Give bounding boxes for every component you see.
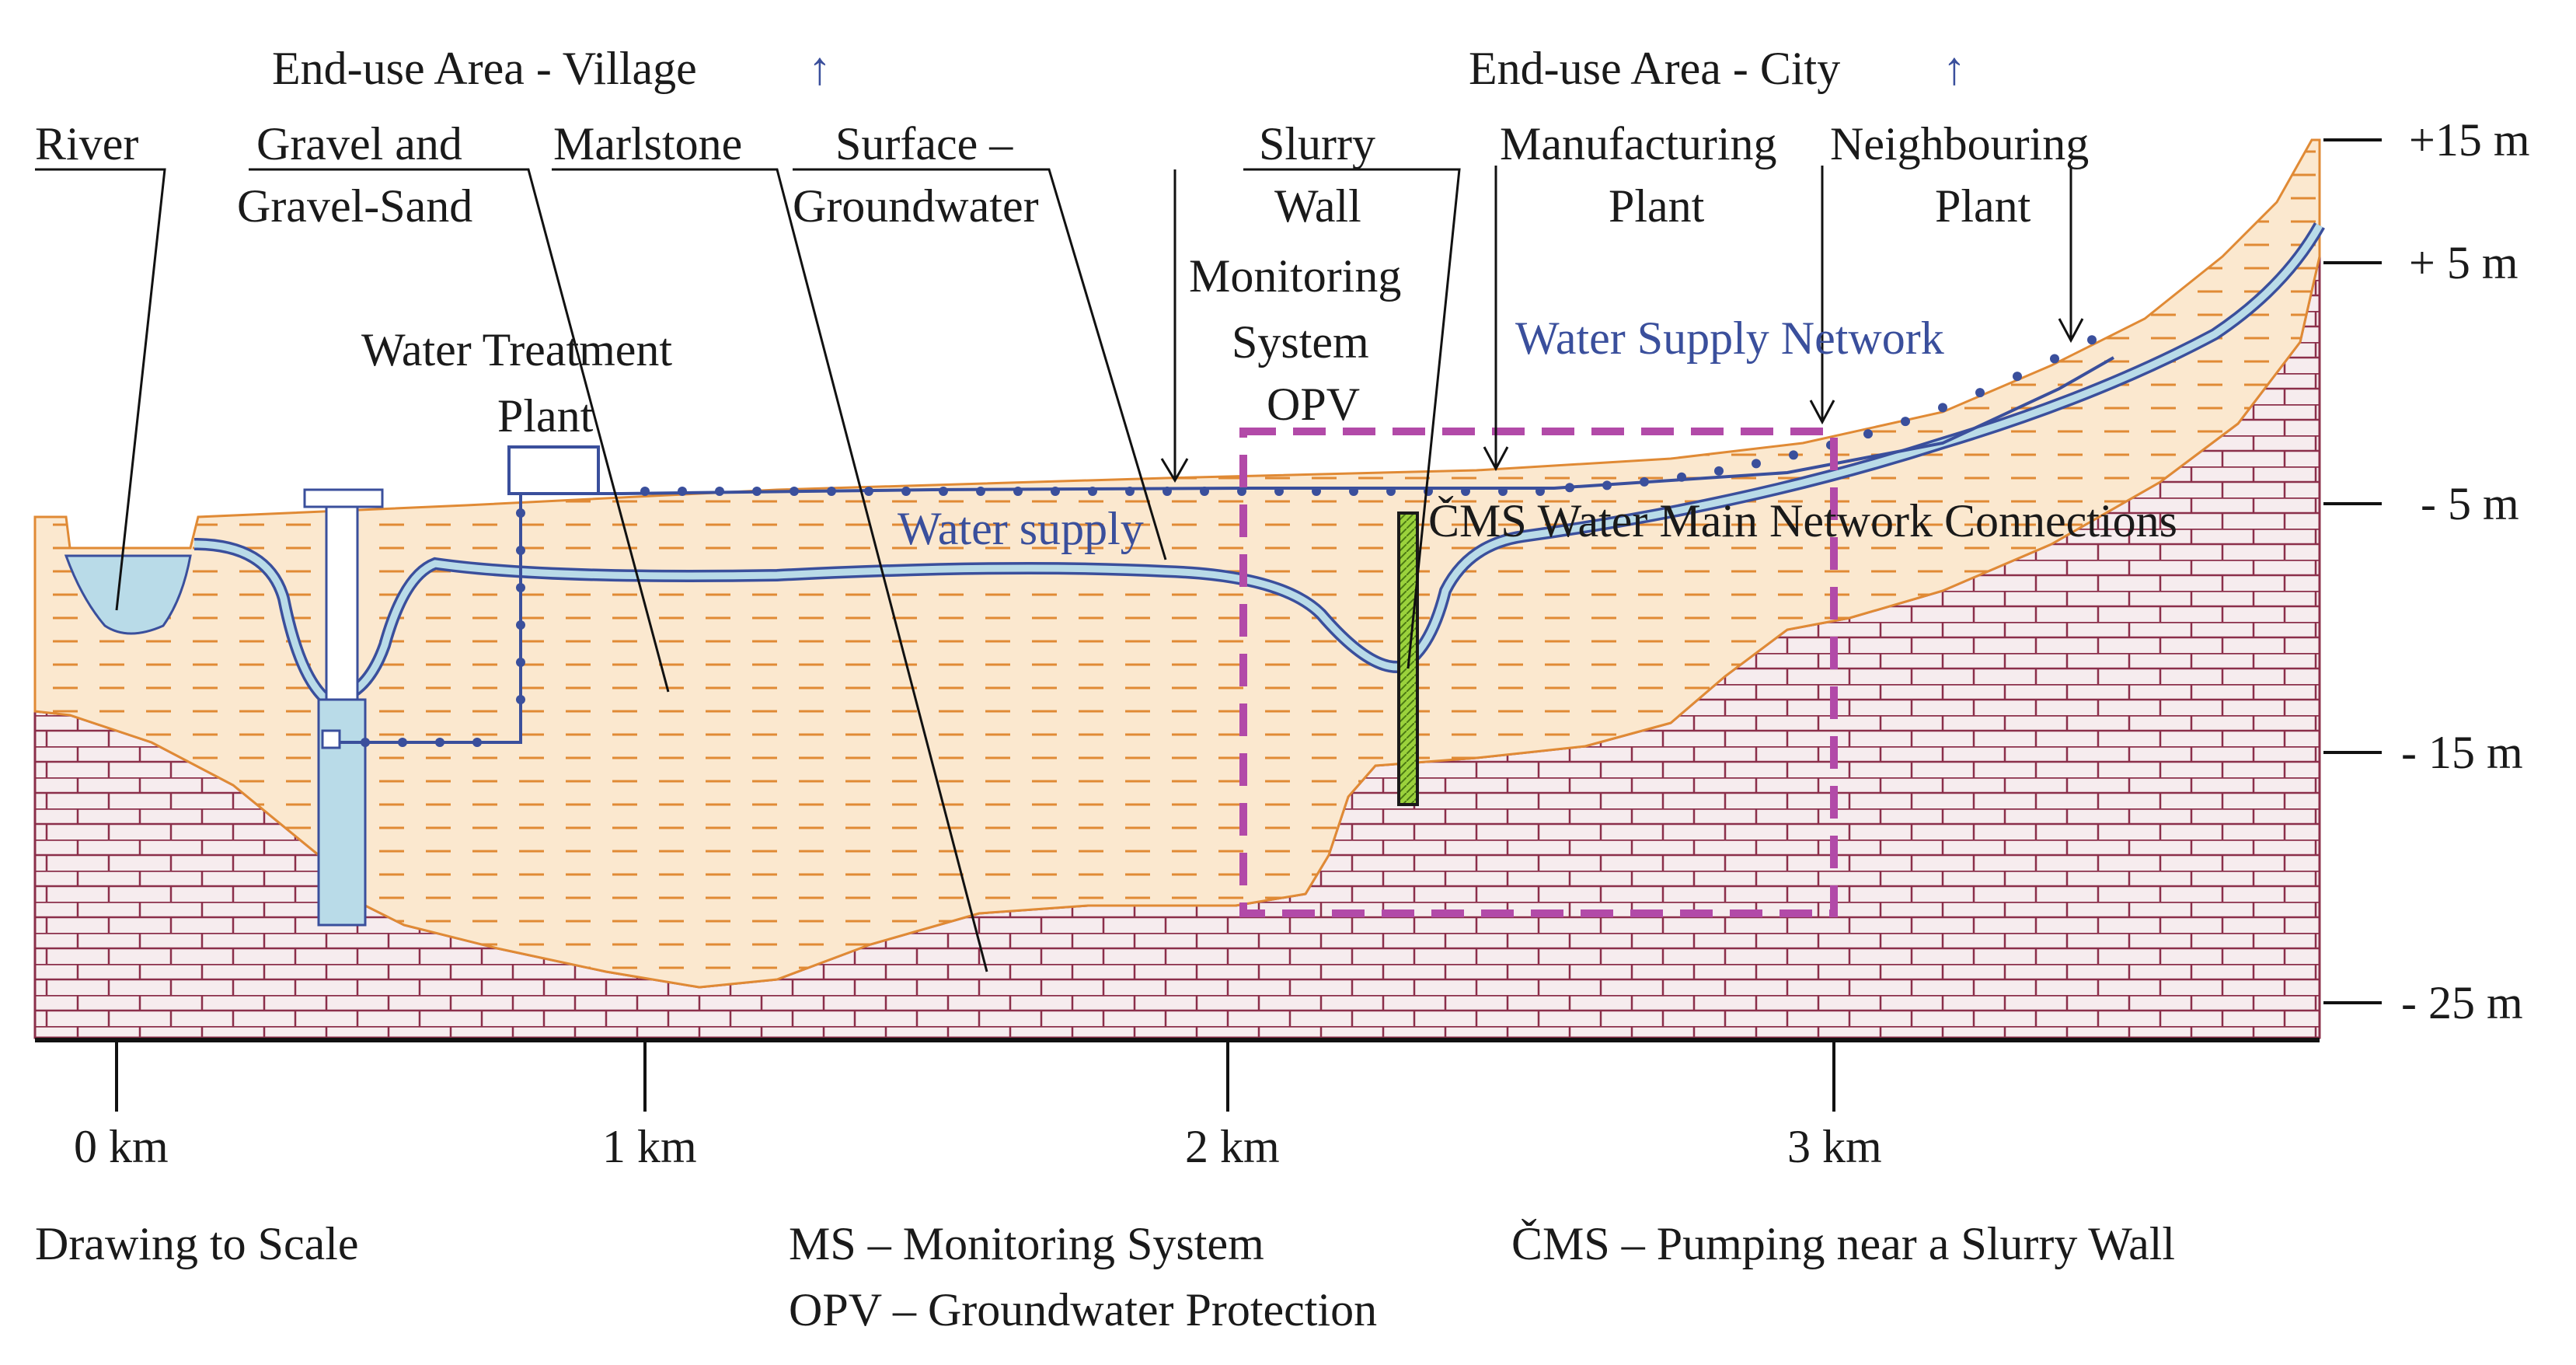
elevation-label: - 25 m [2401,977,2523,1028]
pipe-node [752,487,762,496]
pipe-node [976,487,985,496]
pipe-node [1975,388,1985,398]
pipe-node [1677,472,1686,482]
pipe-node [1901,417,1910,427]
pipe-node [361,738,370,747]
pipe-node [1051,487,1060,496]
pipe-node [516,695,525,704]
pipe-node [1312,487,1321,496]
pipe-node [1863,429,1873,439]
cms-study-area-box [1239,428,1838,917]
label-surface-2: Groundwater [793,180,1039,232]
note-ms: MS – Monitoring System [789,1218,1264,1269]
label-end-use-city: End-use Area - City [1469,43,1840,94]
elevation-ticks [2323,138,2382,1004]
pipe-node [939,487,948,496]
pipe-node [516,658,525,667]
pipe-node [398,738,407,747]
elevation-label: - 5 m [2421,478,2519,529]
pipe-node [1274,487,1284,496]
pipe-node [472,738,482,747]
label-manufacturing-1: Manufacturing [1500,118,1777,169]
distance-label: 1 km [602,1121,697,1172]
pipe-node [640,487,650,496]
pipe-node [1349,487,1358,496]
label-monitoring-2: System [1232,316,1369,368]
label-slurry-2: Wall [1274,180,1361,232]
pipe-node [516,546,525,555]
label-gravel-2: Gravel-Sand [237,180,472,232]
pipe-node [901,487,911,496]
label-cms-connections: ČMS Water Main Network Connections [1428,495,2177,546]
well-cap [303,488,384,508]
pipe-node [2050,354,2059,364]
label-end-use-village: End-use Area - Village [272,43,697,94]
pipe-node [435,738,444,747]
pipe-node [1386,487,1396,496]
pipe-node [1013,487,1023,496]
pipe-node [1125,487,1135,496]
label-water-treatment-2: Plant [497,390,594,442]
note-scale: Drawing to Scale [35,1218,359,1269]
pipe-node [1789,450,1798,460]
pipe-node [2087,335,2097,345]
water-supply-main-pipe [598,356,2114,495]
label-river: River [35,118,138,169]
pipe-node [1200,487,1209,496]
pipe-node [827,487,836,496]
leader-lines [35,166,2072,972]
label-manufacturing-2: Plant [1609,180,1705,232]
pipe-node [516,508,525,518]
pipe-node [790,487,799,496]
note-opv: OPV – Groundwater Protection [789,1284,1377,1335]
pipe-node [1752,459,1761,469]
label-gravel-1: Gravel and [256,118,462,169]
arrow-up-city: ↑ [1943,43,1966,94]
label-monitoring-3: OPV [1267,379,1360,430]
well-screen [321,729,341,749]
pipe-node [1237,487,1246,496]
pipe-node [2013,372,2022,382]
label-slurry-1: Slurry [1259,118,1375,169]
pipe-node [1938,403,1947,413]
pipe-node [1565,483,1574,493]
label-neighbouring-1: Neighbouring [1830,118,2089,169]
pipe-nodes [361,335,2097,747]
pipe-node [1088,487,1097,496]
water-treatment-plant [507,445,600,495]
pipe-node [715,487,724,496]
label-water-supply-network: Water Supply Network [1515,312,1944,364]
pipe-node [1602,480,1612,490]
label-neighbouring-2: Plant [1935,180,2031,232]
arrow-up-village: ↑ [808,43,831,94]
elevation-label: - 15 m [2401,727,2523,778]
pipe-node [1498,487,1508,496]
label-surface-1: Surface – [835,118,1013,169]
distance-label: 3 km [1787,1121,1882,1172]
pipe-node [1461,487,1470,496]
pipe-node [1640,477,1649,487]
pipe-node [864,487,873,496]
pipe-node [678,487,687,496]
pipe-node [516,583,525,592]
pipe-node [1714,466,1724,476]
river-water [64,554,192,635]
leader-arrowheads [1160,318,2084,483]
pipe-node [1163,487,1172,496]
label-water-treatment-1: Water Treatment [361,324,672,375]
pipe-node [1535,487,1545,496]
gravel-sand-layer [33,138,2321,989]
label-monitoring-1: Monitoring [1189,250,1401,302]
note-cms: ČMS – Pumping near a Slurry Wall [1511,1218,2175,1269]
distance-label: 0 km [74,1121,169,1172]
label-marlstone: Marlstone [553,118,742,169]
label-water-supply: Water supply [898,503,1144,554]
pipe-node [516,620,525,630]
elevation-label: + 5 m [2409,237,2518,288]
elevation-label: +15 m [2409,114,2530,166]
km-ticks [115,1040,1835,1112]
distance-label: 2 km [1185,1121,1280,1172]
